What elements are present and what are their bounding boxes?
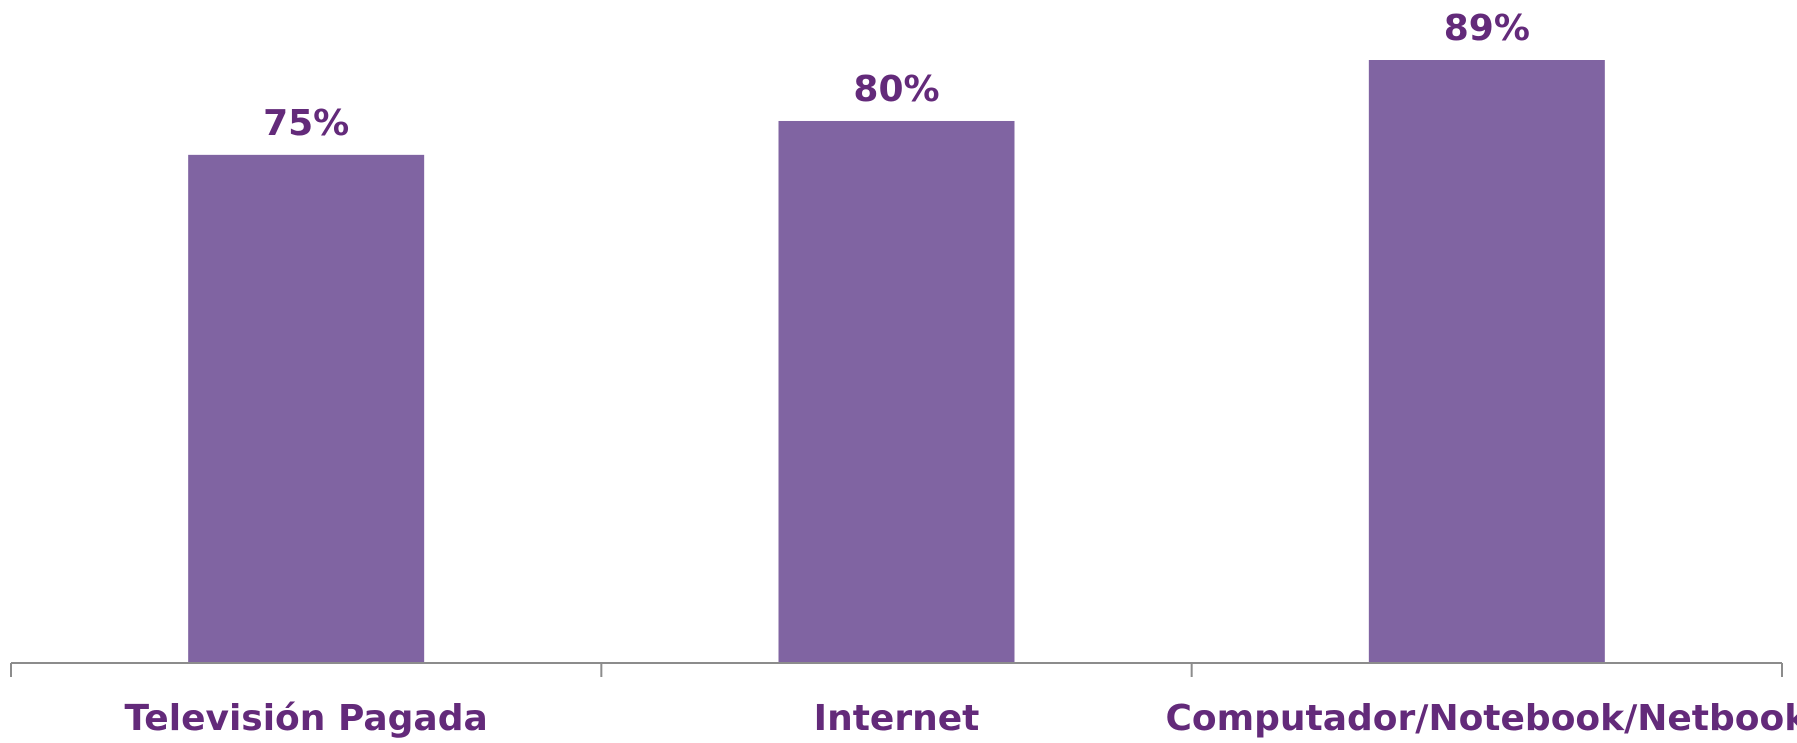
category-labels-group: Televisión Pagada Internet Computador/Note… bbox=[125, 698, 1797, 739]
value-label-computador-notebook-netbook: 89% bbox=[1444, 8, 1530, 49]
value-labels-group: 75% 80% 89% bbox=[263, 8, 1530, 144]
bar-internet bbox=[778, 120, 1015, 663]
value-label-internet: 80% bbox=[853, 69, 939, 110]
category-label-television-pagada: Televisión Pagada bbox=[125, 698, 488, 739]
value-label-television-pagada: 75% bbox=[263, 103, 349, 144]
x-axis bbox=[10, 662, 1783, 677]
bars-group bbox=[188, 60, 1605, 663]
bar-computador-notebook-netbook bbox=[1368, 60, 1605, 663]
bar-television-pagada bbox=[188, 154, 425, 663]
category-label-internet: Internet bbox=[814, 698, 980, 739]
category-label-computador-notebook-netbook: Computador/Notebook/Netbook bbox=[1165, 698, 1797, 739]
